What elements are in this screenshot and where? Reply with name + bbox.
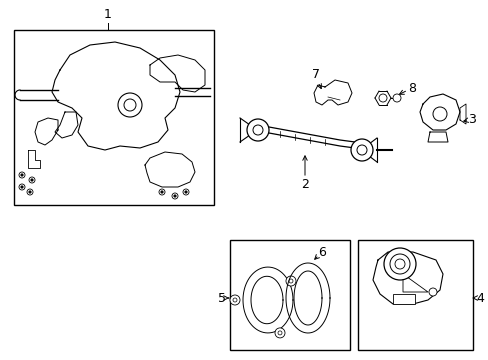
Text: 1: 1 xyxy=(104,9,112,22)
Circle shape xyxy=(29,191,31,193)
Circle shape xyxy=(161,191,163,193)
Circle shape xyxy=(428,288,436,296)
Circle shape xyxy=(29,177,35,183)
Circle shape xyxy=(285,276,295,286)
Circle shape xyxy=(394,259,404,269)
Text: 8: 8 xyxy=(407,81,415,94)
Circle shape xyxy=(27,189,33,195)
Circle shape xyxy=(229,295,240,305)
Circle shape xyxy=(173,195,176,197)
Circle shape xyxy=(19,184,25,190)
Text: 7: 7 xyxy=(311,68,319,81)
Circle shape xyxy=(383,248,415,280)
Circle shape xyxy=(356,145,366,155)
Circle shape xyxy=(21,174,23,176)
Circle shape xyxy=(31,179,33,181)
Bar xyxy=(357,240,472,350)
Circle shape xyxy=(232,298,237,302)
Bar xyxy=(229,240,349,350)
Circle shape xyxy=(378,94,386,102)
Circle shape xyxy=(21,186,23,188)
Circle shape xyxy=(350,139,372,161)
Circle shape xyxy=(278,331,282,335)
Circle shape xyxy=(288,279,292,283)
Circle shape xyxy=(172,193,178,199)
Circle shape xyxy=(389,254,409,274)
Circle shape xyxy=(252,125,263,135)
Text: 4: 4 xyxy=(475,292,483,305)
Circle shape xyxy=(274,328,285,338)
Circle shape xyxy=(184,191,187,193)
Circle shape xyxy=(432,107,446,121)
Bar xyxy=(392,294,414,304)
Text: 5: 5 xyxy=(218,292,225,305)
Text: 2: 2 xyxy=(301,179,308,192)
Text: 3: 3 xyxy=(467,113,475,126)
Circle shape xyxy=(183,189,189,195)
Circle shape xyxy=(246,119,268,141)
Circle shape xyxy=(392,94,400,102)
Bar xyxy=(14,30,214,205)
Circle shape xyxy=(118,93,142,117)
Text: 6: 6 xyxy=(317,246,325,258)
Circle shape xyxy=(19,172,25,178)
Circle shape xyxy=(159,189,164,195)
Circle shape xyxy=(124,99,136,111)
